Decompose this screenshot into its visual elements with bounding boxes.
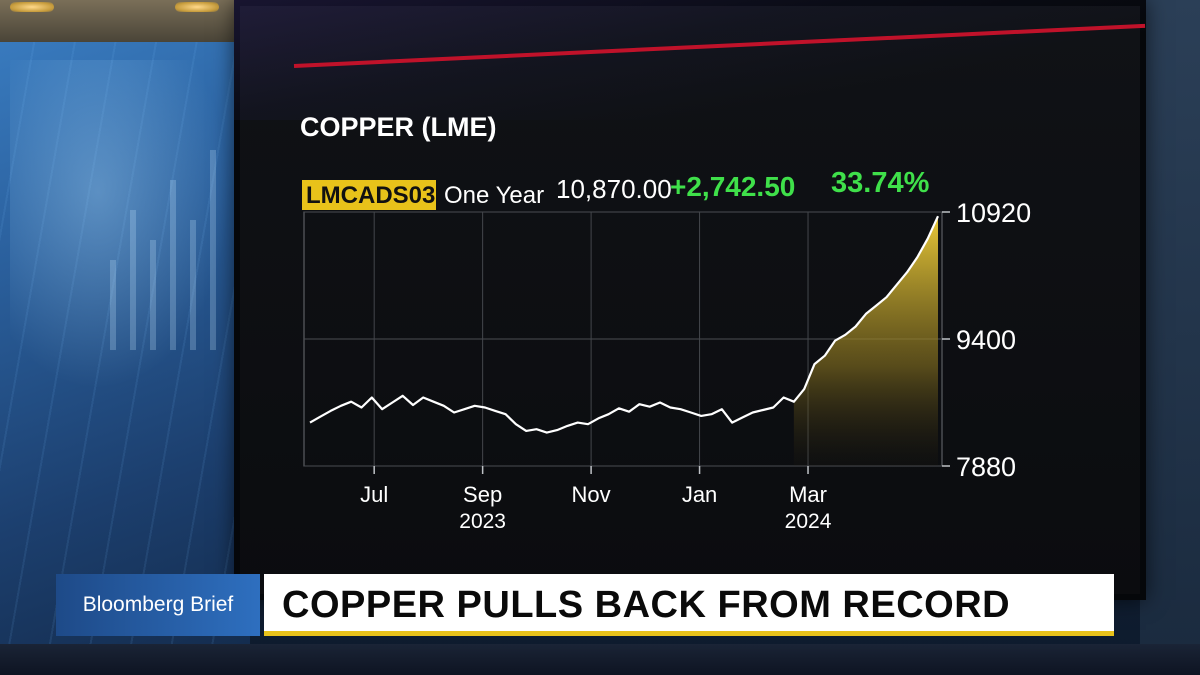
y-tick-label: 9400: [956, 325, 1016, 355]
studio-backdrop-right: [1140, 0, 1200, 675]
x-tick-year-label: 2023: [459, 510, 506, 533]
ticker-badge: [302, 180, 436, 210]
copper-chart: COPPER (LME) LMCADS03 One Year 10,870.00…: [300, 112, 1031, 533]
studio-floor: [0, 644, 1200, 675]
ceiling-lamp: [175, 2, 219, 12]
chart-screen: COPPER (LME) LMCADS03 One Year 10,870.00…: [234, 0, 1146, 600]
change-percent: 33.74%: [831, 167, 930, 199]
x-tick-label: Jul: [360, 482, 388, 507]
last-value: 10,870.00: [556, 174, 672, 204]
chart-title: COPPER (LME): [300, 112, 497, 142]
x-tick-label: Mar: [789, 482, 827, 507]
y-tick-label: 7880: [956, 452, 1016, 482]
period-label: One Year: [444, 182, 544, 209]
headline: COPPER PULLS BACK FROM RECORD: [264, 574, 1114, 636]
x-axis: Jul Sep 2023 Nov Jan Mar 2024: [360, 466, 832, 533]
show-name-tag: Bloomberg Brief: [56, 574, 260, 636]
studio-ceiling: [0, 0, 250, 42]
price-line: [309, 215, 940, 434]
studio-backdrop-left: [0, 0, 250, 675]
change-value: +2,742.50: [670, 171, 795, 202]
backdrop-glow: [10, 60, 230, 390]
lower-third: Bloomberg Brief COPPER PULLS BACK FROM R…: [56, 574, 1114, 644]
ticker-label: LMCADS03: [306, 182, 435, 209]
ceiling-lamp: [10, 2, 54, 12]
y-tick-label: 10920: [956, 198, 1031, 228]
price-series: [309, 215, 940, 434]
x-tick-label: Sep: [463, 482, 502, 507]
x-tick-year-label: 2024: [785, 510, 832, 533]
x-tick-label: Jan: [682, 482, 717, 507]
y-axis: 10920 9400 7880: [942, 198, 1031, 482]
x-tick-label: Nov: [572, 482, 611, 507]
highlight-area-fill: [793, 216, 938, 466]
highlight-area: [793, 216, 938, 466]
backdrop-ghost-chart: [100, 90, 230, 350]
